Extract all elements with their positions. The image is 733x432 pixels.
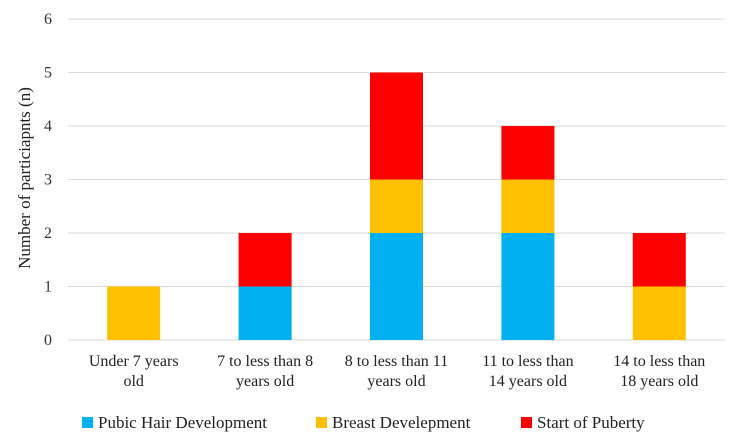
bar-segment [501,179,555,233]
x-category-label: Under 7 years old [89,353,179,390]
bar-segment [370,233,423,340]
y-tick-label: 5 [44,65,52,82]
bar-segment [632,286,686,340]
legend-label: Pubic Hair Development [98,413,267,432]
legend-item: Breast Develepment [316,413,471,432]
bar-segment [501,126,555,180]
bars [107,72,686,340]
y-tick-label: 6 [44,11,52,28]
x-category-label: 7 to less than 8 years old [217,353,313,390]
legend-label: Start of Puberty [537,413,645,432]
legend-swatch [82,417,93,428]
x-category-label: 8 to less than 11 years old [345,353,448,390]
bar-segment [238,233,292,287]
y-tick-label: 2 [44,225,52,242]
y-axis-title: Number of particiapnts (n) [15,87,34,269]
y-tick-label: 1 [44,279,52,296]
y-tick-label: 0 [44,332,52,349]
bar-segment [370,72,423,180]
bar-segment [238,286,292,340]
y-tick-label: 3 [44,172,52,189]
legend-swatch [521,417,532,428]
y-axis-ticks: 0 1 2 3 4 5 6 [44,11,52,349]
bar-segment [370,179,423,233]
y-tick-label: 4 [44,118,52,135]
x-category-label: 11 to less than 14 years old [482,353,573,390]
bar-segment [501,233,555,340]
bar-segment [632,233,686,287]
legend-item: Start of Puberty [521,413,645,432]
x-category-label: 14 to less than 18 years old [613,353,705,390]
legend-item: Pubic Hair Development [82,413,267,432]
bar-segment [107,286,161,340]
legend: Pubic Hair Development Breast Develepment… [82,413,645,432]
legend-label: Breast Develepment [332,413,471,432]
legend-swatch [316,417,327,428]
x-axis-categories: Under 7 years old 7 to less than 8 years ol… [89,353,705,390]
